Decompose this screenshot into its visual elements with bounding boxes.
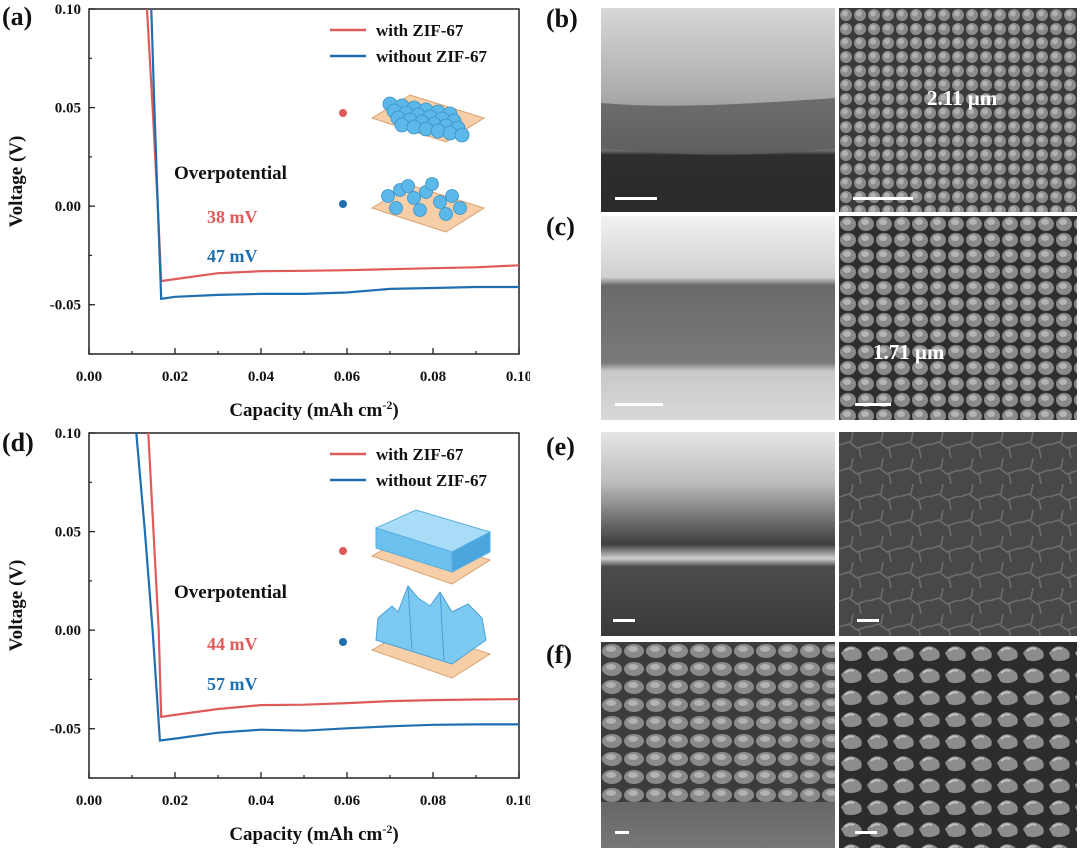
- x-tick-label: 0.10: [506, 793, 530, 809]
- sem-image-c-top-view: 1.71 μm: [839, 216, 1077, 420]
- sem-b-left-texture: [601, 8, 835, 212]
- sem-c-right-texture: [839, 216, 1077, 420]
- sem-image-c-cross-section: [601, 216, 835, 420]
- y-tick-label: 0.05: [55, 525, 81, 541]
- y-tick-label: 0.00: [55, 623, 81, 639]
- sem-f-right-texture: [839, 642, 1077, 848]
- sem-f-left-texture: [601, 642, 835, 848]
- sem-e-left-texture: [601, 432, 835, 636]
- x-tick-label: 0.00: [76, 793, 102, 809]
- x-tick-label: 0.06: [334, 793, 361, 809]
- panel-label-f: (f): [546, 640, 572, 669]
- x-axis-label: Capacity (mAh cm-2): [229, 822, 398, 845]
- y-tick-label: -0.05: [50, 722, 81, 738]
- scale-bar: [853, 197, 913, 200]
- sphere: [413, 203, 427, 217]
- overpotential-value-with: 38 mV: [207, 207, 258, 227]
- y-tick-label: 0.05: [55, 101, 81, 117]
- scale-bar: [615, 403, 663, 406]
- sphere: [445, 189, 459, 203]
- marker-dot-with: [339, 547, 347, 555]
- scale-bar: [857, 619, 879, 622]
- series-line-without-zif67: [150, 9, 519, 301]
- x-tick-label: 0.04: [248, 793, 275, 809]
- chart-a-svg: 0.00 0.02 0.04 0.06 0.08 0.10 -0.05 0.00 0.05 0.1…: [6, 2, 530, 421]
- scale-bar: [615, 197, 657, 200]
- chart-a: 0.00 0.02 0.04 0.06 0.08 0.10 -0.05 0.00 0.05 0.1…: [0, 0, 530, 428]
- sparse-spheres-icon: [381, 177, 467, 221]
- sphere: [389, 201, 403, 215]
- grain-size-label: 2.11 μm: [927, 86, 998, 110]
- overpotential-value-without: 57 mV: [207, 674, 258, 694]
- marker-dot-without: [339, 200, 347, 208]
- sem-image-b-cross-section: [601, 8, 835, 212]
- dendrite-edge: [407, 585, 445, 661]
- sphere: [381, 189, 395, 203]
- x-axis-label: Capacity (mAh cm-2): [229, 398, 398, 421]
- sphere: [453, 201, 467, 215]
- scale-bar: [615, 831, 629, 834]
- x-tick-label: 0.04: [248, 369, 275, 385]
- overpotential-value-with: 44 mV: [207, 634, 258, 654]
- chart-d-svg: 0.00 0.02 0.04 0.06 0.08 0.10 -0.05 0.00 0.05 0.1…: [6, 426, 530, 845]
- scale-bar: [613, 619, 635, 622]
- grain-size-label: 1.71 μm: [873, 340, 945, 364]
- sem-image-e-cross-section: [601, 432, 835, 636]
- legend-label: without ZIF-67: [376, 471, 487, 490]
- sem-c-left-texture: [601, 216, 835, 420]
- y-tick-label: 0.10: [55, 426, 81, 442]
- x-tick-label: 0.02: [162, 793, 188, 809]
- overpotential-title: Overpotential: [174, 163, 287, 184]
- chart-d: 0.00 0.02 0.04 0.06 0.08 0.10 -0.05 0.00 0.05 0.1…: [0, 424, 530, 852]
- sem-b-right-texture: [839, 8, 1077, 212]
- panel-label-a: (a): [2, 2, 33, 31]
- panel-label-c: (c): [546, 212, 575, 241]
- sem-e-right-texture: [839, 432, 1077, 636]
- sphere: [401, 179, 415, 193]
- x-tick-label: 0.06: [334, 369, 361, 385]
- sem-image-e-top-view: [839, 432, 1077, 636]
- panel-label-b: (b): [546, 4, 578, 33]
- sem-image-f-cross-section: [601, 642, 835, 848]
- dense-spheres-icon: [382, 96, 470, 143]
- marker-dot-without: [339, 638, 347, 646]
- y-tick-label: -0.05: [50, 298, 81, 314]
- sem-image-f-top-view: [839, 642, 1077, 848]
- x-tick-label: 0.08: [420, 793, 446, 809]
- dense-block-icon: [374, 509, 492, 573]
- overpotential-value-without: 47 mV: [207, 246, 258, 266]
- series-line-without-zif67: [135, 433, 519, 742]
- sphere: [425, 177, 439, 191]
- scale-bar: [855, 403, 891, 406]
- panel-label-e: (e): [546, 432, 575, 461]
- panel-label-d: (d): [2, 428, 34, 457]
- x-tick-label: 0.08: [420, 369, 446, 385]
- overpotential-title: Overpotential: [174, 582, 287, 603]
- x-tick-label: 0.02: [162, 369, 188, 385]
- sphere: [454, 127, 470, 143]
- sphere: [439, 207, 453, 221]
- legend-label: with ZIF-67: [376, 445, 464, 464]
- marker-dot-with: [339, 109, 347, 117]
- scale-bar: [855, 831, 877, 834]
- sphere: [407, 191, 421, 205]
- y-axis-label: Voltage (V): [6, 560, 27, 652]
- x-tick-label: 0.00: [76, 369, 102, 385]
- sphere: [433, 195, 447, 209]
- dendrite-body: [375, 585, 487, 665]
- legend-label: without ZIF-67: [376, 47, 487, 66]
- dendritic-structure-icon: [375, 585, 487, 665]
- y-tick-label: 0.10: [55, 2, 81, 18]
- block-side: [451, 531, 491, 573]
- y-tick-label: 0.00: [55, 199, 81, 215]
- sem-image-b-top-view: 2.11 μm: [839, 8, 1077, 212]
- legend-label: with ZIF-67: [376, 21, 464, 40]
- y-axis-label: Voltage (V): [6, 136, 27, 228]
- x-tick-label: 0.10: [506, 369, 530, 385]
- series-line-with-zif67: [147, 433, 519, 719]
